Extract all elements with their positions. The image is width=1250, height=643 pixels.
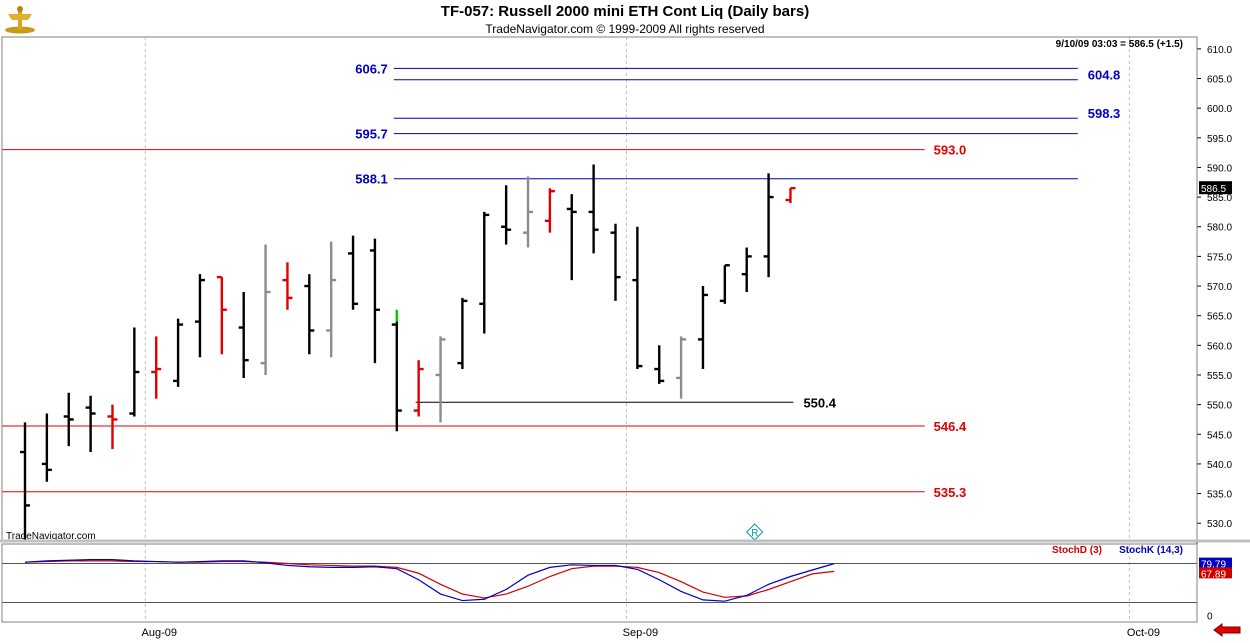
level-label: 535.3 (934, 485, 967, 500)
y-tick-label: 550.0 (1207, 401, 1232, 412)
y-tick-label: 605.0 (1207, 75, 1232, 86)
month-grid (144, 37, 1130, 622)
stoch-tick-label: 0 (1207, 612, 1213, 623)
copyright-notice: TradeNavigator.com © 1999-2009 All right… (485, 22, 765, 36)
stochastic-panel: StochD (3) StochK (14,3) (2, 545, 1197, 603)
stoch-legend: StochK (14,3) (1119, 545, 1183, 556)
level-label: 588.1 (355, 172, 388, 187)
y-tick-label: 575.0 (1207, 252, 1232, 263)
annotation-lines: 606.7 604.8 598.3 595.7 593.0 588.1 550.4 546.4… (2, 61, 1121, 500)
level-label: 595.7 (355, 127, 388, 142)
level-label: 604.8 (1088, 68, 1121, 83)
level-label: 606.7 (355, 61, 388, 76)
y-tick-label: 595.0 (1207, 134, 1232, 145)
y-tick-label: 540.0 (1207, 460, 1232, 471)
chart-frame (0, 36, 1250, 637)
y-tick-label: 545.0 (1207, 430, 1232, 441)
y-tick-label: 535.0 (1207, 490, 1232, 501)
y-tick-label: 555.0 (1207, 371, 1232, 382)
x-tick-label: Sep-09 (623, 627, 658, 639)
trade-navigator-logo (5, 6, 35, 34)
watermark-text: TradeNavigator.com (6, 531, 96, 542)
scroll-left-arrow-icon (1213, 623, 1241, 637)
y-tick-label: 580.0 (1207, 223, 1232, 234)
chart-title: TF-057: Russell 2000 mini ETH Cont Liq (… (440, 3, 810, 20)
stochk-flag-text: 79.79 (1201, 560, 1226, 571)
y-tick-label: 585.0 (1207, 193, 1232, 204)
stochd-flag-text: 67.89 (1201, 569, 1226, 580)
y-tick-label: 610.0 (1207, 45, 1232, 56)
last-quote-text: 9/10/09 03:03 = 586.5 (+1.5) (1056, 39, 1183, 50)
level-label: 598.3 (1088, 106, 1121, 121)
y-tick-label: 570.0 (1207, 282, 1232, 293)
stochk-flag (1199, 557, 1232, 569)
y-tick-label: 530.0 (1207, 519, 1232, 530)
stochd-flag (1199, 567, 1232, 579)
y-tick-label: 590.0 (1207, 163, 1232, 174)
r-marker-letter: R (751, 528, 758, 539)
stoch-series-line (24, 558, 835, 602)
y-tick-label: 560.0 (1207, 341, 1232, 352)
last-price-flag (1199, 181, 1232, 195)
level-label: 546.4 (934, 419, 967, 434)
level-label: 593.0 (934, 143, 967, 158)
stoch-legend: StochD (3) (1052, 545, 1102, 556)
level-label: 550.4 (803, 395, 836, 410)
last-price-text: 586.5 (1201, 184, 1226, 195)
x-tick-label: Aug-09 (142, 627, 177, 639)
y-tick-label: 565.0 (1207, 312, 1232, 323)
y-tick-label: 600.0 (1207, 104, 1232, 115)
x-tick-label: Oct-09 (1127, 627, 1160, 639)
x-axis: Aug-09 Sep-09 Oct-09 (142, 627, 1160, 639)
price-bars: TradeNavigator.com R (6, 164, 796, 542)
oscillator-panel-frame (1, 543, 1198, 623)
